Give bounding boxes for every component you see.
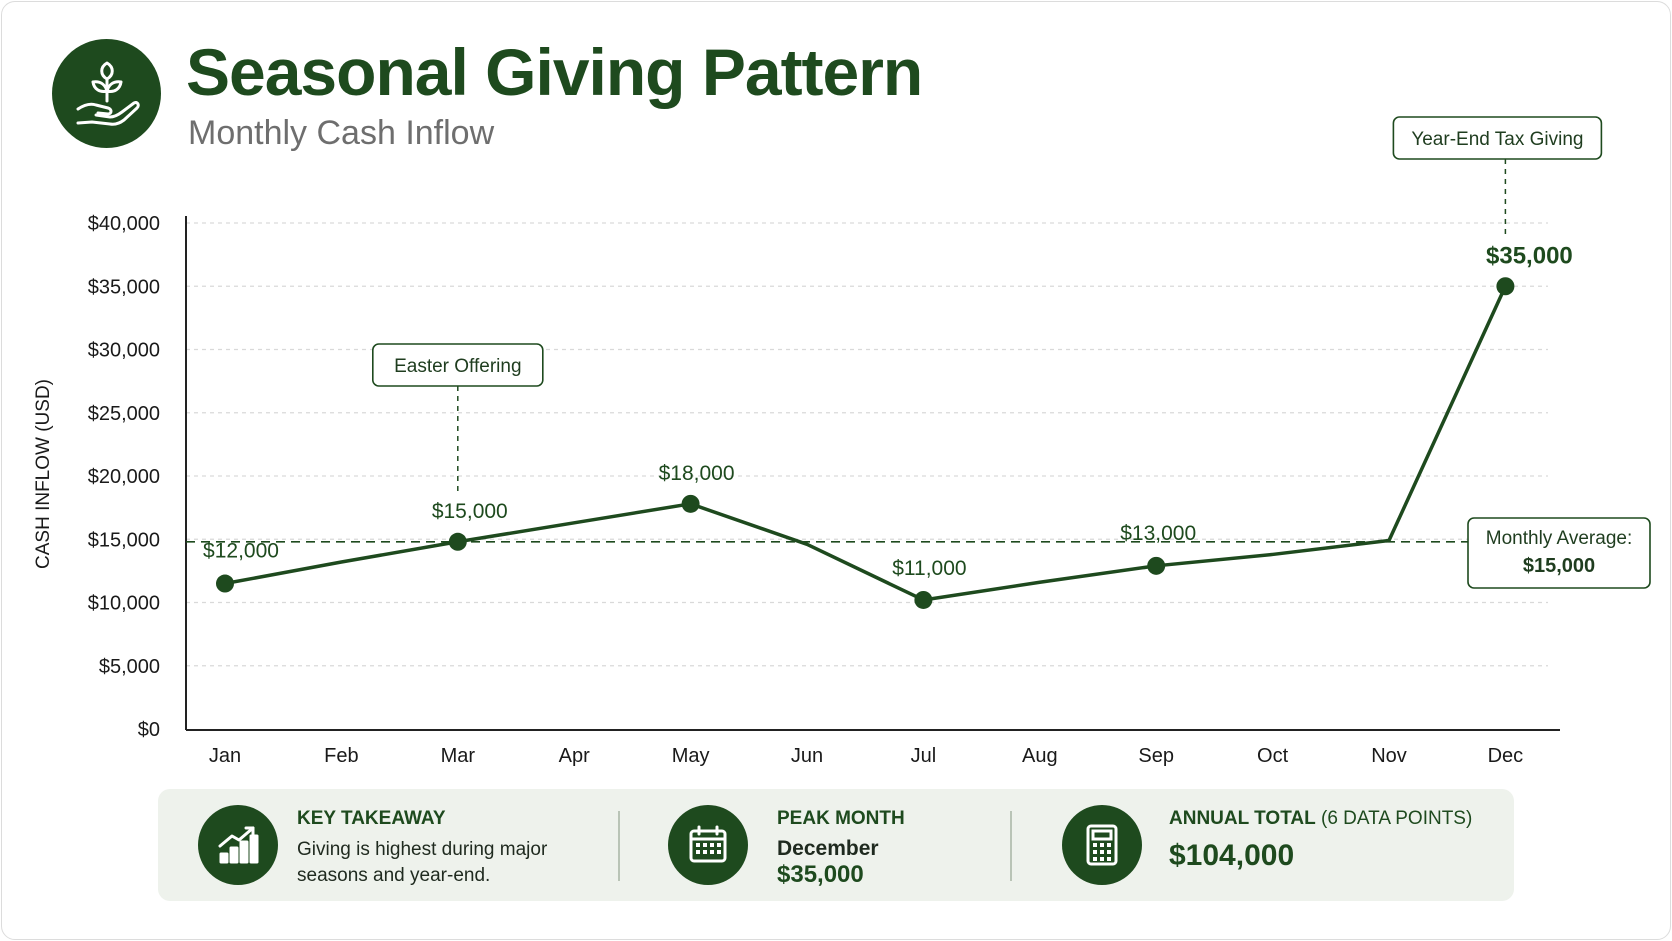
data-point — [216, 574, 234, 593]
data-label: $12,000 — [203, 540, 279, 563]
x-tick-label: Nov — [1371, 745, 1407, 767]
divider — [1010, 811, 1012, 881]
trending-up-chart-icon — [198, 805, 278, 885]
y-tick-label: $15,000 — [88, 529, 160, 551]
calculator-icon — [1062, 805, 1142, 885]
peak-month: December — [777, 837, 879, 860]
total-label-main: ANNUAL TOTAL — [1169, 808, 1316, 829]
annotation-label: Year-End Tax Giving — [1411, 129, 1583, 150]
x-tick-label: Dec — [1488, 745, 1524, 767]
takeaway-label: KEY TAKEAWAY — [297, 808, 446, 829]
y-tick-label: $10,000 — [88, 593, 160, 615]
data-label: $35,000 — [1486, 242, 1573, 269]
y-tick-label: $5,000 — [99, 656, 160, 678]
average-label-box — [1467, 517, 1651, 589]
y-tick-label: $20,000 — [88, 466, 160, 488]
data-label: $11,000 — [892, 557, 966, 580]
data-point — [681, 494, 700, 513]
total-value: $104,000 — [1169, 839, 1295, 872]
data-point — [1147, 556, 1166, 575]
y-tick-label: $40,000 — [88, 213, 160, 235]
divider — [618, 811, 620, 881]
data-point — [914, 590, 933, 609]
data-label: $15,000 — [432, 500, 508, 523]
calendar-icon — [668, 805, 748, 885]
x-tick-label: Jan — [209, 745, 241, 767]
x-tick-label: Sep — [1138, 745, 1174, 767]
page-title: Seasonal Giving Pattern — [186, 35, 923, 109]
takeaway-line-1: Giving is highest during major — [297, 839, 548, 860]
data-point — [448, 532, 467, 551]
hand-plant-icon — [52, 39, 161, 148]
x-tick-label: Apr — [559, 745, 590, 767]
peak-section: PEAK MONTH December $35,000 — [620, 789, 1010, 901]
x-tick-label: Oct — [1257, 745, 1289, 767]
x-tick-label: Feb — [324, 745, 358, 767]
total-label: ANNUAL TOTAL (6 DATA POINTS) — [1169, 808, 1472, 830]
x-tick-label: Mar — [441, 745, 476, 767]
annotation-box — [1392, 116, 1603, 160]
total-section: ANNUAL TOTAL (6 DATA POINTS) $104,000 — [1012, 789, 1512, 901]
x-tick-label: Aug — [1022, 745, 1058, 767]
y-axis-title: CASH INFLOW (USD) — [33, 379, 54, 569]
y-tick-label: $0 — [138, 719, 160, 741]
takeaway-section: KEY TAKEAWAY Giving is highest during ma… — [158, 789, 618, 901]
takeaway-line-2: seasons and year-end. — [297, 865, 491, 886]
summary-panel: KEY TAKEAWAY Giving is highest during ma… — [158, 789, 1514, 901]
data-label: $18,000 — [659, 462, 735, 485]
data-label: $13,000 — [1120, 522, 1196, 545]
y-tick-label: $35,000 — [88, 276, 160, 298]
x-tick-label: May — [672, 745, 710, 767]
series-line — [223, 284, 1508, 602]
average-label-line-1: Monthly Average: — [1486, 528, 1632, 549]
total-label-suffix: (6 DATA POINTS) — [1315, 808, 1473, 829]
x-tick-label: Jun — [791, 745, 823, 767]
data-point — [1496, 277, 1515, 296]
y-tick-label: $25,000 — [88, 403, 160, 425]
peak-value: $35,000 — [777, 861, 864, 888]
page-subtitle: Monthly Cash Inflow — [188, 114, 495, 152]
annotation-box — [371, 343, 544, 387]
x-tick-label: Jul — [911, 745, 937, 767]
y-tick-label: $30,000 — [88, 340, 160, 362]
annotation-label: Easter Offering — [394, 356, 521, 377]
peak-label: PEAK MONTH — [777, 808, 905, 829]
average-label-line-2: $15,000 — [1523, 555, 1595, 577]
